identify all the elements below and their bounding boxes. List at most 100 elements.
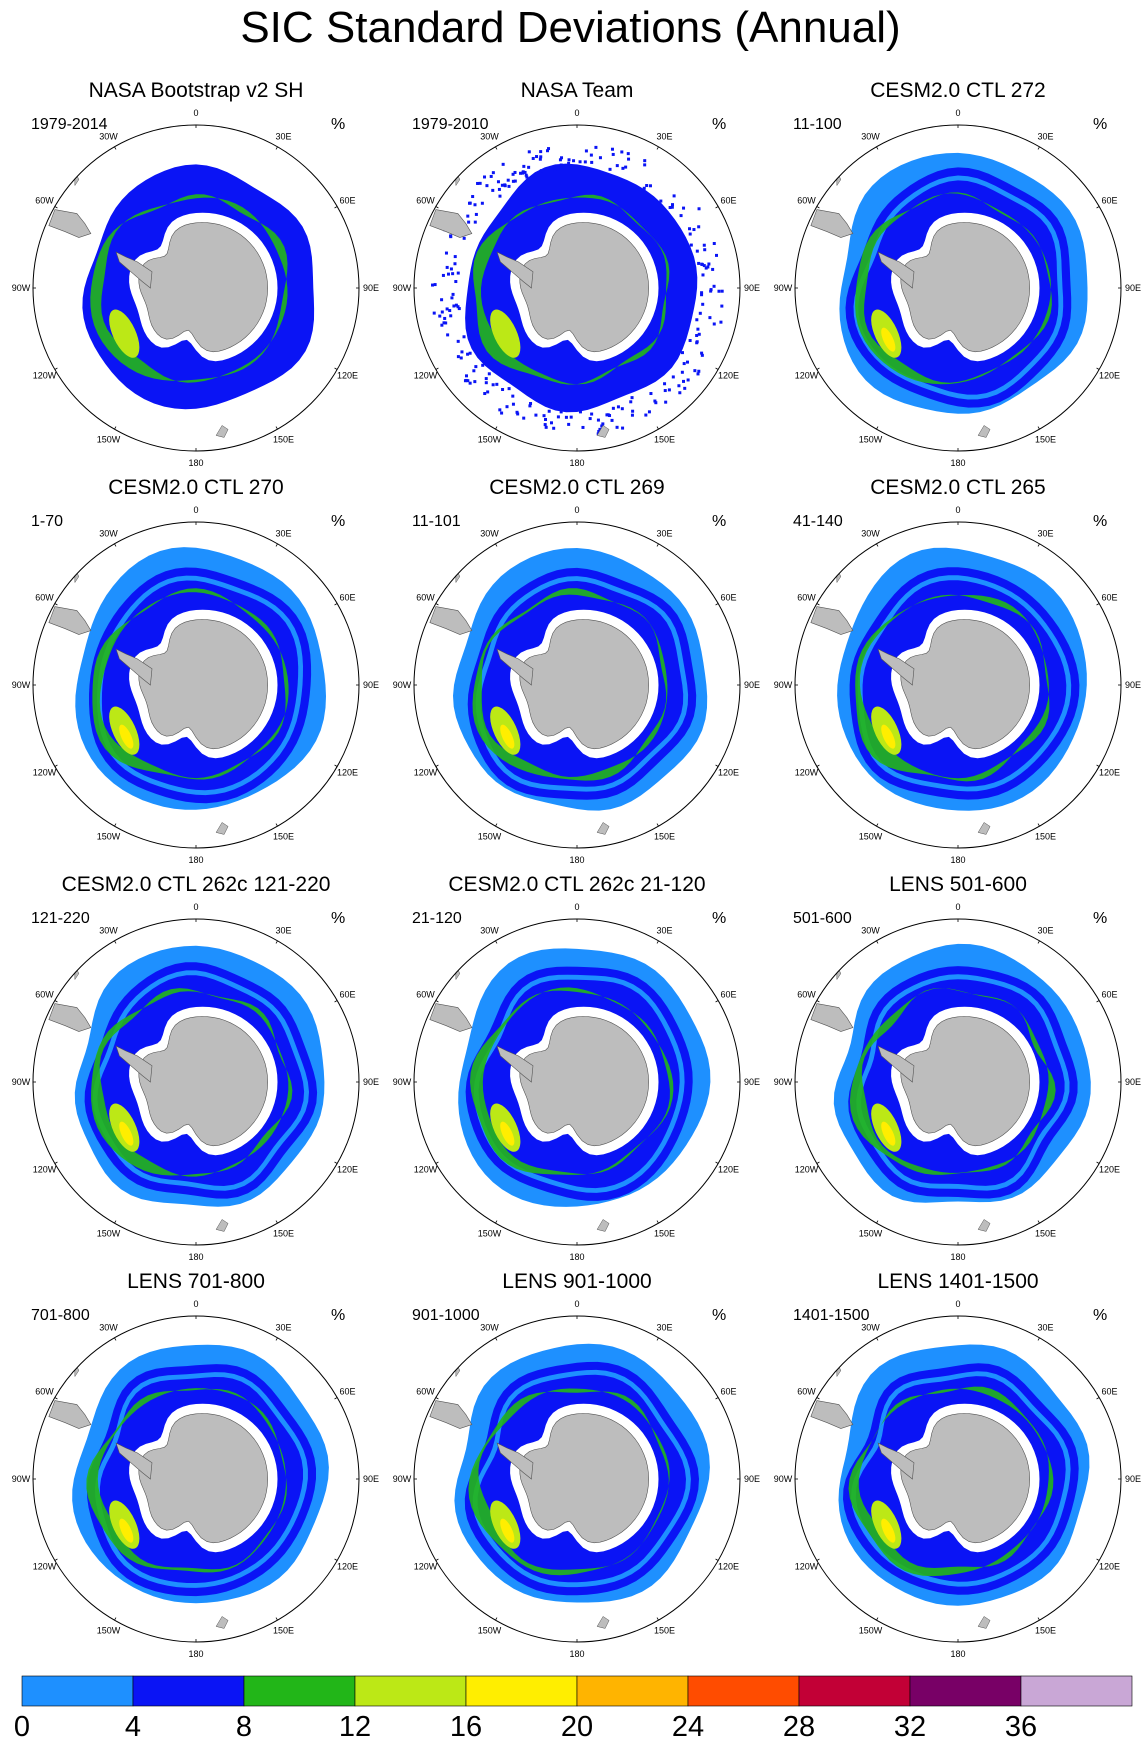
speckle [685, 360, 689, 364]
lon-tick [114, 1617, 117, 1621]
lon-tick [495, 823, 498, 827]
longitude-label: 150E [273, 1626, 294, 1636]
speckle [473, 380, 477, 384]
lon-tick [1037, 426, 1040, 430]
speckle [709, 288, 713, 292]
sea-ice-field [414, 919, 740, 1245]
speckle [464, 378, 468, 382]
longitude-label: 60E [340, 593, 356, 603]
speckle [624, 165, 628, 169]
map-panel: LENS 501-600 501-600 % 0 30E 60E 90E 120E 150E 18… [774, 873, 1141, 1262]
longitude-label: 90E [363, 680, 379, 690]
speckle [523, 170, 527, 174]
speckle [566, 164, 570, 168]
longitude-label: 60W [35, 1387, 54, 1397]
antarctic-peninsula [877, 648, 915, 686]
speckle [611, 152, 615, 156]
map-panel: LENS 1401-1500 1401-1500 % 0 30E 60E 90E 120E 15… [774, 1270, 1141, 1659]
longitude-label: 60E [1102, 1387, 1118, 1397]
speckle [525, 175, 529, 179]
longitude-label: 150W [859, 1229, 883, 1239]
panel-unit: % [712, 116, 726, 133]
speckle [707, 262, 711, 266]
speckle [500, 183, 504, 187]
speckle [491, 171, 495, 175]
speckle [683, 386, 687, 390]
longitude-label: 180 [569, 1252, 584, 1262]
longitude-label: 30E [656, 528, 672, 538]
speckle [682, 379, 686, 383]
speckle [449, 267, 453, 271]
sic-band-16-20 [500, 1121, 515, 1146]
speckle [627, 157, 631, 161]
longitude-label: 120W [795, 371, 819, 381]
lon-tick [1096, 1558, 1100, 1561]
colorbar-segment [132, 1675, 245, 1707]
lon-tick [1037, 940, 1040, 944]
new-zealand-land [596, 1616, 610, 1629]
lon-tick [715, 1558, 719, 1561]
longitude-label: 60W [416, 990, 435, 1000]
speckle [564, 415, 568, 419]
longitude-label: 150E [1035, 435, 1056, 445]
lon-tick [334, 1397, 338, 1400]
map-panel: LENS 701-800 701-800 % 0 30E 60E 90E 120E 150E 18… [12, 1270, 379, 1659]
panel-period: 21-120 [412, 910, 462, 927]
new-zealand-land [215, 822, 229, 835]
map-panel: CESM2.0 CTL 272 11-100 % 0 30E 60E 90E 120E 150E… [774, 79, 1141, 468]
panel-period: 11-101 [412, 513, 461, 530]
map-panel: CESM2.0 CTL 262c 21-120 21-120 % 0 30E 60E 90E… [393, 873, 760, 1262]
speckle [682, 362, 686, 366]
speckle [698, 311, 702, 315]
speckle [445, 307, 449, 311]
sic-band-16-20 [119, 724, 134, 749]
antarctic-peninsula [115, 648, 153, 686]
speckle [672, 194, 676, 198]
map-panel: NASA Team 1979-2010 % 0 30E 60E 90E 120E 150E 180… [393, 79, 760, 468]
speckle [558, 158, 562, 162]
longitude-label: 30W [99, 131, 118, 141]
speckle [572, 159, 576, 163]
speckle [542, 414, 546, 418]
speckle [539, 150, 543, 154]
longitude-label: 120E [1099, 768, 1120, 778]
new-zealand-land [977, 822, 991, 835]
lon-tick [1096, 206, 1100, 209]
speckle [697, 332, 701, 336]
longitude-label: 120W [33, 1165, 57, 1175]
colorbar-segment [465, 1675, 578, 1707]
longitude-label: 0 [574, 505, 579, 515]
speckle [481, 363, 485, 367]
speckle [440, 298, 444, 302]
speckle [702, 243, 706, 247]
longitude-label: 30E [656, 131, 672, 141]
longitude-label: 90W [12, 1077, 31, 1087]
sea-ice-field [33, 125, 359, 451]
speckle [648, 184, 652, 188]
speckle [670, 205, 674, 209]
lon-tick [275, 1337, 278, 1341]
longitude-label: 0 [955, 505, 960, 515]
speckle [541, 172, 545, 176]
lon-tick [334, 206, 338, 209]
longitude-label: 60W [416, 593, 435, 603]
speckle [462, 335, 466, 339]
longitude-label: 120W [795, 1562, 819, 1572]
longitude-label: 90W [393, 1474, 412, 1484]
speckle [511, 179, 515, 183]
speckle [719, 320, 723, 324]
lon-tick [1096, 1397, 1100, 1400]
speckle [476, 181, 480, 185]
longitude-label: 90E [1125, 680, 1141, 690]
longitude-label: 180 [188, 1649, 203, 1659]
new-zealand-land [596, 822, 610, 835]
colorbar-tick-label: 8 [236, 1711, 252, 1738]
speckle [584, 149, 588, 153]
speckle [703, 248, 707, 252]
south-america-land [48, 209, 92, 238]
antarctica-land [519, 222, 650, 353]
speckle [702, 264, 706, 268]
lon-tick [334, 603, 338, 606]
speckle [704, 266, 708, 270]
antarctica-land [519, 619, 650, 750]
